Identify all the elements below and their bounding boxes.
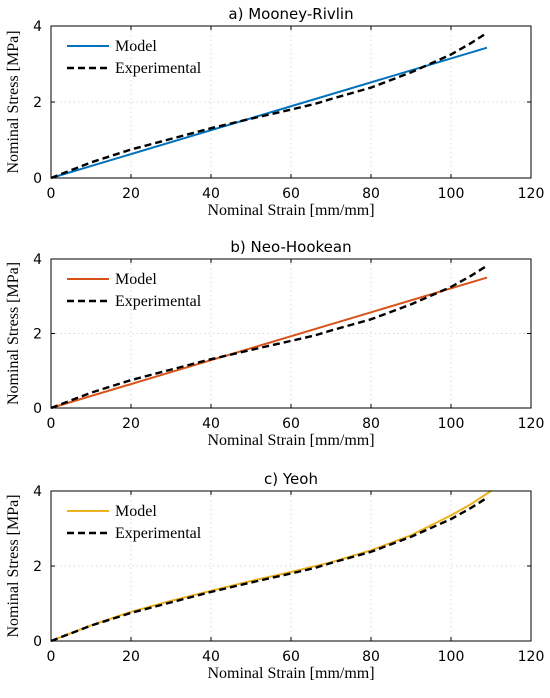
y-tick-label: 4 [33, 484, 42, 500]
y-tick-label: 4 [33, 252, 42, 268]
legend-label-model: Model [115, 271, 157, 288]
chart-panel-2: 0 20 40 60 80 100 120 0 2 4 b) Neo-Hookean Nominal … [5, 238, 544, 449]
series-line-model [50, 46, 488, 179]
x-tick-label: 60 [282, 416, 300, 432]
chart-title: c) Yeoh [264, 470, 318, 488]
series-line-model [50, 276, 488, 409]
x-tick-label: 0 [47, 649, 56, 665]
x-tick-label: 60 [282, 186, 300, 202]
x-tick-label: 20 [122, 649, 140, 665]
x-tick-label: 80 [362, 186, 380, 202]
chart-title: b) Neo-Hookean [230, 238, 351, 256]
x-tick-label: 20 [122, 416, 140, 432]
y-tick-label: 2 [33, 95, 42, 111]
x-tick-label: 100 [438, 416, 465, 432]
chart-panel-3: 0 20 40 60 80 100 120 0 2 4 c) Yeoh Nominal Strain … [5, 470, 544, 682]
x-tick-label: 100 [438, 186, 465, 202]
legend-label-model: Model [115, 503, 157, 520]
y-tick-label: 2 [33, 559, 42, 575]
x-axis-label: Nominal Strain [mm/mm] [207, 432, 374, 449]
x-tick-label: 60 [282, 649, 300, 665]
series-line-experimental [50, 496, 488, 643]
x-tick-label: 0 [47, 186, 56, 202]
y-tick-label: 0 [33, 171, 42, 187]
y-tick-label: 0 [33, 401, 42, 417]
x-tick-label: 120 [518, 416, 545, 432]
legend-label-experimental: Experimental [115, 293, 202, 310]
y-axis-label: Nominal Stress [MPa] [5, 262, 22, 405]
y-tick-label: 4 [33, 19, 42, 35]
chart-panel-1: 0 20 40 60 80 100 120 0 2 4 a) Mooney-Rivlin Nomina… [5, 5, 544, 219]
x-axis-label: Nominal Strain [mm/mm] [207, 202, 374, 219]
y-axis-label: Nominal Stress [MPa] [5, 30, 22, 173]
series-line-experimental [50, 31, 488, 180]
x-tick-label: 80 [362, 416, 380, 432]
x-tick-label: 100 [438, 649, 465, 665]
x-tick-label: 40 [202, 649, 220, 665]
legend-label-model: Model [115, 38, 157, 55]
x-tick-label: 120 [518, 649, 545, 665]
x-tick-label: 120 [518, 186, 545, 202]
y-tick-label: 2 [33, 327, 42, 343]
y-tick-label: 0 [33, 634, 42, 650]
x-axis-label: Nominal Strain [mm/mm] [207, 665, 374, 682]
y-axis-label: Nominal Stress [MPa] [5, 494, 22, 637]
x-tick-label: 20 [122, 186, 140, 202]
x-tick-label: 0 [47, 416, 56, 432]
chart-title: a) Mooney-Rivlin [228, 5, 353, 23]
legend-label-experimental: Experimental [115, 525, 202, 542]
series-line-model [50, 490, 492, 642]
x-tick-label: 80 [362, 649, 380, 665]
x-tick-label: 40 [202, 186, 220, 202]
legend-label-experimental: Experimental [115, 60, 202, 77]
x-tick-label: 40 [202, 416, 220, 432]
series-line-experimental [50, 264, 488, 410]
